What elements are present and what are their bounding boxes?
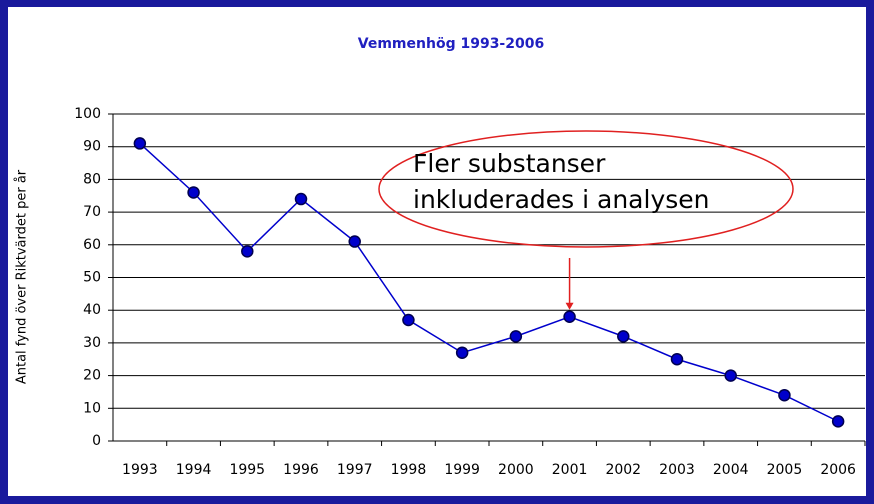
data-point — [187, 186, 200, 199]
data-point — [509, 330, 523, 343]
x-tick-label: 1998 — [391, 462, 427, 478]
data-point — [402, 313, 415, 327]
y-tick-label: 20 — [83, 368, 101, 384]
data-point — [724, 369, 737, 382]
x-tick-label: 2006 — [820, 462, 856, 478]
data-point — [348, 235, 361, 248]
data-point — [294, 192, 308, 206]
y-tick-label: 50 — [83, 270, 101, 286]
y-tick-label: 80 — [83, 171, 101, 187]
y-axis-label: Antal fynd över Riktvärdet per år — [15, 169, 30, 384]
x-tick-label: 2005 — [767, 462, 803, 478]
x-tick-label: 1994 — [176, 462, 212, 478]
x-tick-label: 1995 — [229, 462, 265, 478]
chart-background — [8, 7, 866, 496]
x-tick-label: 1999 — [444, 462, 480, 478]
x-tick-label: 2004 — [713, 462, 749, 478]
data-point — [133, 137, 147, 150]
chart-title: Vemmenhög 1993-2006 — [358, 36, 544, 52]
y-tick-label: 0 — [92, 433, 101, 449]
data-point — [563, 310, 576, 323]
y-tick-label: 40 — [83, 302, 101, 318]
data-point — [778, 388, 791, 402]
data-point — [241, 245, 254, 258]
y-tick-label: 100 — [74, 106, 101, 122]
x-tick-label: 2002 — [605, 462, 641, 478]
annotation-arrowhead — [565, 302, 574, 310]
annotation-ellipse — [378, 130, 794, 248]
data-point — [831, 415, 845, 428]
y-tick-label: 10 — [83, 400, 101, 416]
x-tick-label: 2000 — [498, 462, 534, 478]
x-tick-label: 2003 — [659, 462, 695, 478]
y-tick-label: 60 — [83, 237, 101, 253]
x-tick-label: 1997 — [337, 462, 373, 478]
x-tick-label: 1993 — [122, 462, 158, 478]
data-point — [455, 346, 469, 359]
x-tick-label: 1996 — [283, 462, 319, 478]
y-tick-label: 70 — [83, 204, 101, 220]
data-line — [139, 142, 839, 423]
data-point — [617, 330, 630, 343]
data-point — [670, 353, 684, 366]
annotation-text: inkluderades i analysen — [413, 185, 710, 214]
y-tick-label: 90 — [83, 139, 101, 155]
x-tick-label: 2001 — [552, 462, 588, 478]
y-tick-label: 30 — [83, 335, 101, 351]
annotation-text: Fler substanser — [413, 149, 606, 178]
